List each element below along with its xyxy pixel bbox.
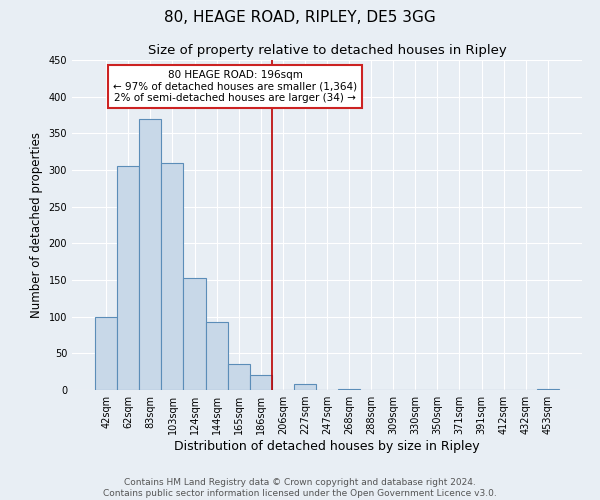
Bar xyxy=(117,166,139,390)
Bar xyxy=(95,316,117,390)
Bar xyxy=(338,388,360,390)
Bar xyxy=(139,118,161,390)
Text: 80, HEAGE ROAD, RIPLEY, DE5 3GG: 80, HEAGE ROAD, RIPLEY, DE5 3GG xyxy=(164,10,436,25)
Bar xyxy=(184,278,206,390)
Title: Size of property relative to detached houses in Ripley: Size of property relative to detached ho… xyxy=(148,44,506,58)
Bar xyxy=(206,322,227,390)
Text: 80 HEAGE ROAD: 196sqm
← 97% of detached houses are smaller (1,364)
2% of semi-de: 80 HEAGE ROAD: 196sqm ← 97% of detached … xyxy=(113,70,357,103)
X-axis label: Distribution of detached houses by size in Ripley: Distribution of detached houses by size … xyxy=(174,440,480,453)
Bar xyxy=(250,376,272,390)
Bar xyxy=(537,388,559,390)
Bar xyxy=(227,364,250,390)
Y-axis label: Number of detached properties: Number of detached properties xyxy=(30,132,43,318)
Bar xyxy=(294,384,316,390)
Bar xyxy=(161,162,184,390)
Text: Contains HM Land Registry data © Crown copyright and database right 2024.
Contai: Contains HM Land Registry data © Crown c… xyxy=(103,478,497,498)
